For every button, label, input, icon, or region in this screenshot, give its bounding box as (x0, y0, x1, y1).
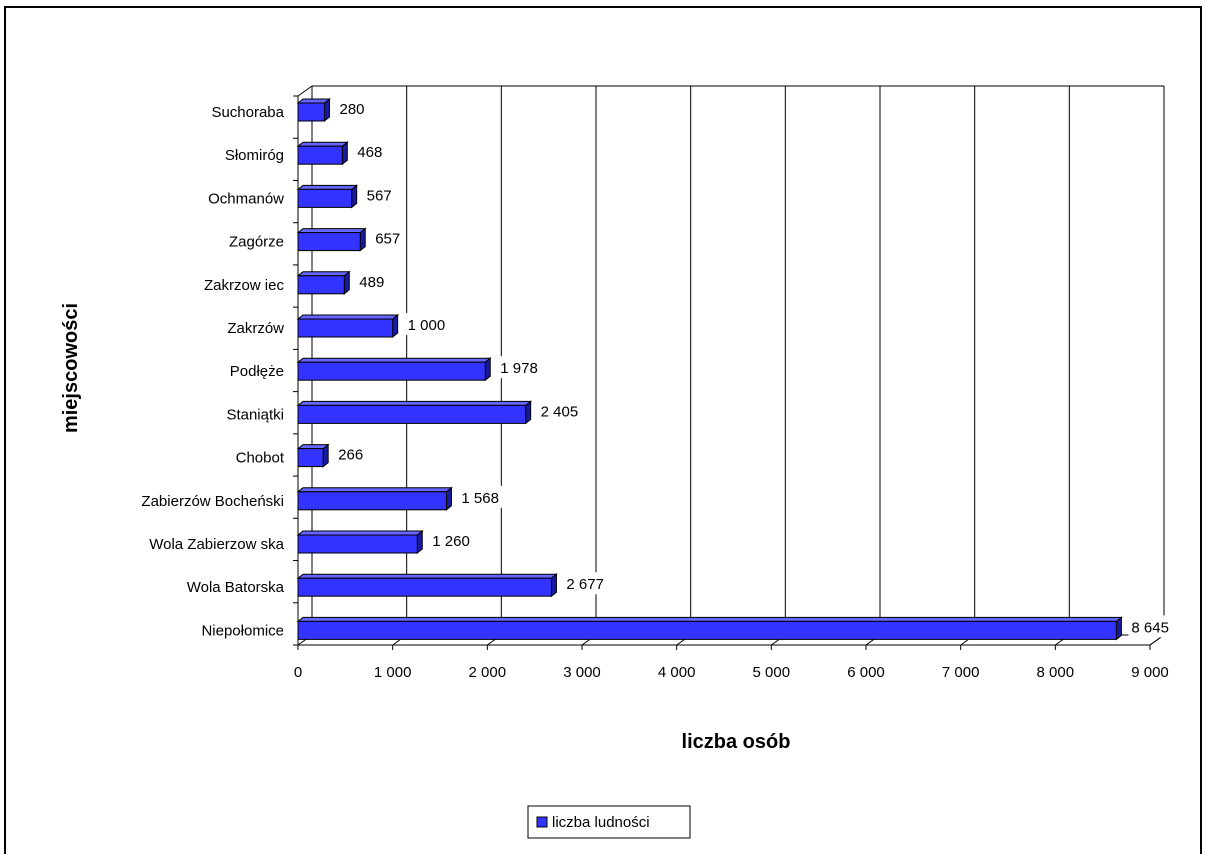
value-label: 1 260 (432, 533, 470, 550)
category-label: Chobot (236, 450, 285, 467)
category-label: Staniątki (226, 406, 284, 423)
x-tick-label: 0 (294, 664, 302, 681)
labels: 0 1 000 2 000 3 000 4 000 5 000 6 000 7 000 8 00… (141, 97, 1180, 681)
bar (297, 145, 343, 165)
value-label-bg (354, 140, 389, 163)
value-label-bg (497, 356, 549, 379)
bar-top (296, 487, 453, 493)
category-label: Wola Zabierzow ska (149, 536, 284, 553)
bars (296, 97, 1123, 641)
bar (297, 102, 326, 122)
legend-box (527, 805, 691, 839)
bar-top (296, 271, 351, 277)
value-label: 1 978 (500, 360, 538, 377)
category-label: Zagórze (229, 234, 284, 251)
side-wall-top (297, 85, 313, 97)
bar (297, 318, 394, 338)
x-tick-label: 9 000 (1131, 664, 1169, 681)
x-tick-label: 6 000 (847, 664, 885, 681)
x-tick-label: 1 000 (374, 664, 412, 681)
value-label-bg (356, 269, 391, 292)
value-label: 489 (359, 274, 384, 291)
bar (297, 188, 353, 208)
value-label-bg (458, 485, 510, 508)
value-label-bg (363, 183, 398, 206)
bar (297, 232, 361, 252)
legend-label: liczba ludności (552, 814, 650, 831)
value-label-bg (336, 97, 371, 119)
category-label: Zabierzów Bocheński (141, 493, 284, 510)
bar-top (296, 573, 558, 579)
value-label: 8 645 (1131, 619, 1169, 636)
category-label: Słomiróg (225, 147, 284, 164)
value-label-bg (563, 572, 615, 595)
bar (297, 404, 527, 424)
value-label: 1 000 (408, 317, 446, 334)
value-label-bg (335, 442, 369, 465)
category-label: Zakrzow iec (204, 277, 285, 294)
bar-top (296, 141, 349, 147)
legend: liczba ludności (527, 805, 691, 839)
value-label: 280 (340, 101, 365, 118)
x-tick-label: 4 000 (658, 664, 696, 681)
bar-top (296, 616, 1123, 622)
bar (297, 534, 418, 554)
value-label: 657 (375, 231, 400, 248)
bar-top (296, 184, 359, 190)
chart-frame (4, 6, 1202, 854)
value-label: 2 677 (566, 576, 604, 593)
x-tick-label: 2 000 (469, 664, 507, 681)
category-label: Suchoraba (211, 104, 284, 121)
value-label-bg (537, 399, 589, 422)
value-label-bg (404, 313, 456, 335)
bar (297, 577, 552, 597)
x-tick-label: 8 000 (1037, 664, 1075, 681)
x-tick-label: 7 000 (942, 664, 980, 681)
value-label-bg (429, 529, 481, 551)
value-label: 1 568 (461, 490, 499, 507)
bar (297, 275, 345, 295)
category-label: Wola Batorska (187, 579, 285, 596)
legend-swatch (536, 816, 548, 828)
value-label-bg (372, 226, 406, 249)
bar (297, 620, 1117, 640)
value-label: 2 405 (541, 403, 579, 420)
value-label-bg (1128, 615, 1180, 638)
bar-top (296, 357, 492, 363)
value-label: 266 (338, 447, 363, 464)
value-label: 468 (357, 144, 382, 161)
bar-top (296, 530, 424, 536)
category-label: Ochmanów (208, 190, 284, 207)
y-axis-title: miejscowości (60, 303, 82, 433)
bar (297, 361, 486, 381)
category-label: Niepołomice (201, 622, 284, 639)
bar (297, 491, 447, 511)
bar-top (296, 314, 400, 320)
category-label: Podłęże (230, 363, 284, 380)
bar-top (296, 228, 367, 234)
bar-top (296, 98, 331, 104)
x-tick-label: 3 000 (563, 664, 601, 681)
category-label: Zakrzów (227, 320, 284, 337)
x-tick-label: 5 000 (753, 664, 791, 681)
bar (297, 448, 324, 468)
bar-top (296, 444, 330, 450)
x-axis-title: liczba osób (682, 731, 791, 753)
value-label: 567 (367, 187, 392, 204)
bar-top (296, 400, 533, 406)
